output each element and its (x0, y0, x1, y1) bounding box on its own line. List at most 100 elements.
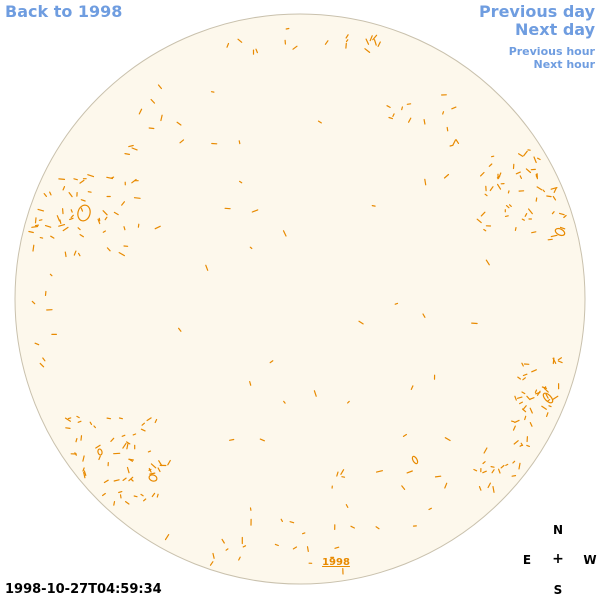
contour-segment (483, 447, 488, 454)
contour-segment (545, 393, 549, 399)
contour-segment (550, 187, 558, 190)
contour-segment (550, 234, 558, 238)
contour-segment (58, 178, 66, 180)
contour-segment (157, 84, 162, 90)
contour-segment (126, 466, 130, 474)
contour-segment (522, 373, 528, 377)
contour-segment (406, 470, 413, 474)
contour-segment (375, 526, 380, 530)
contour-segment (410, 385, 414, 390)
contour-segment (527, 208, 533, 215)
contour-segment (225, 548, 229, 551)
contour-segment (531, 369, 537, 373)
contour-segment (505, 463, 509, 466)
contour-segment (402, 433, 407, 437)
contour-segment (521, 408, 527, 413)
back-to-year-link[interactable]: Back to 1998 (5, 2, 123, 21)
contour-segment (82, 455, 85, 462)
contour-segment (552, 195, 557, 201)
contour-segment (529, 422, 533, 427)
contour-segment (209, 561, 214, 566)
next-day-link[interactable]: Next day (515, 20, 595, 39)
contour-segment (520, 442, 524, 446)
contour-segment (552, 357, 555, 365)
contour-segment (124, 501, 130, 505)
contour-segment (536, 390, 541, 396)
contour-segment (358, 320, 364, 325)
year-link[interactable]: 1998 (322, 557, 350, 568)
contour-segment (545, 412, 549, 417)
contour-segment (89, 421, 93, 425)
contour-segment (156, 493, 159, 498)
contour-segment (44, 225, 52, 228)
contour-segment (524, 213, 528, 217)
contour-segment (146, 417, 152, 422)
contour-segment (43, 193, 48, 197)
contour-segment (377, 41, 381, 48)
contour-segment (31, 225, 39, 228)
contour-segment (125, 441, 131, 445)
contour-segment (80, 199, 86, 202)
contour-segment (428, 507, 432, 511)
contour-segment (83, 470, 87, 476)
contour-segment (101, 492, 106, 497)
contour-segment (121, 434, 126, 437)
contour-segment (523, 150, 528, 157)
contour-segment (401, 106, 403, 111)
contour-segment (259, 438, 265, 442)
contour-segment (154, 225, 161, 230)
previous-day-link[interactable]: Previous day (478, 2, 595, 21)
contour-segment (442, 111, 445, 115)
contour-segment (492, 486, 495, 493)
contour-segment (128, 144, 134, 148)
contour-segment (482, 470, 487, 474)
contour-segment (255, 48, 258, 54)
contour-segment (341, 476, 346, 478)
contour-segment (49, 191, 52, 196)
contour-segment (148, 467, 152, 473)
contour-segment (525, 168, 532, 174)
contour-segment (292, 45, 298, 50)
previous-hour-link[interactable]: Previous hour (508, 45, 595, 58)
contour-segment (521, 218, 525, 221)
contour-segment (282, 230, 287, 237)
contour-segment (512, 425, 516, 431)
contour-segment (522, 377, 526, 381)
contour-segment (542, 189, 546, 193)
contour-segment (451, 106, 457, 110)
contour-segment (64, 417, 72, 422)
contour-segment (49, 273, 53, 277)
compass-east-label: E (522, 553, 532, 567)
contour-segment (345, 504, 349, 508)
contour-segment (97, 218, 101, 225)
contour-segment (148, 127, 155, 130)
contour-segment (154, 418, 158, 424)
contour-segment (143, 498, 147, 502)
contour-segment (514, 419, 520, 423)
next-hour-link[interactable]: Next hour (533, 58, 596, 71)
contour-segment (373, 39, 377, 46)
contour-segment (226, 42, 230, 48)
contour-segment (65, 427, 71, 429)
contour-segment (507, 190, 510, 194)
contour-segment (70, 209, 73, 213)
contour-segment (526, 444, 531, 447)
contour-segment (82, 467, 85, 472)
contour-segment (274, 543, 279, 547)
contour-segment (179, 139, 185, 144)
contour-segment (31, 300, 36, 305)
contour-segment (345, 39, 349, 43)
contour-segment (140, 493, 144, 497)
contour-segment (334, 546, 340, 549)
contour-segment (73, 250, 77, 256)
contour-loop (148, 474, 158, 482)
contour-segment (512, 460, 516, 464)
contour-segment (531, 231, 537, 234)
contour-segment (519, 175, 523, 179)
contour-segment (559, 226, 566, 230)
contour-loop (554, 227, 566, 237)
contour-segment (449, 144, 454, 147)
contour-segment (149, 472, 156, 475)
contour-segment (517, 153, 524, 157)
contour-segment (509, 204, 512, 207)
